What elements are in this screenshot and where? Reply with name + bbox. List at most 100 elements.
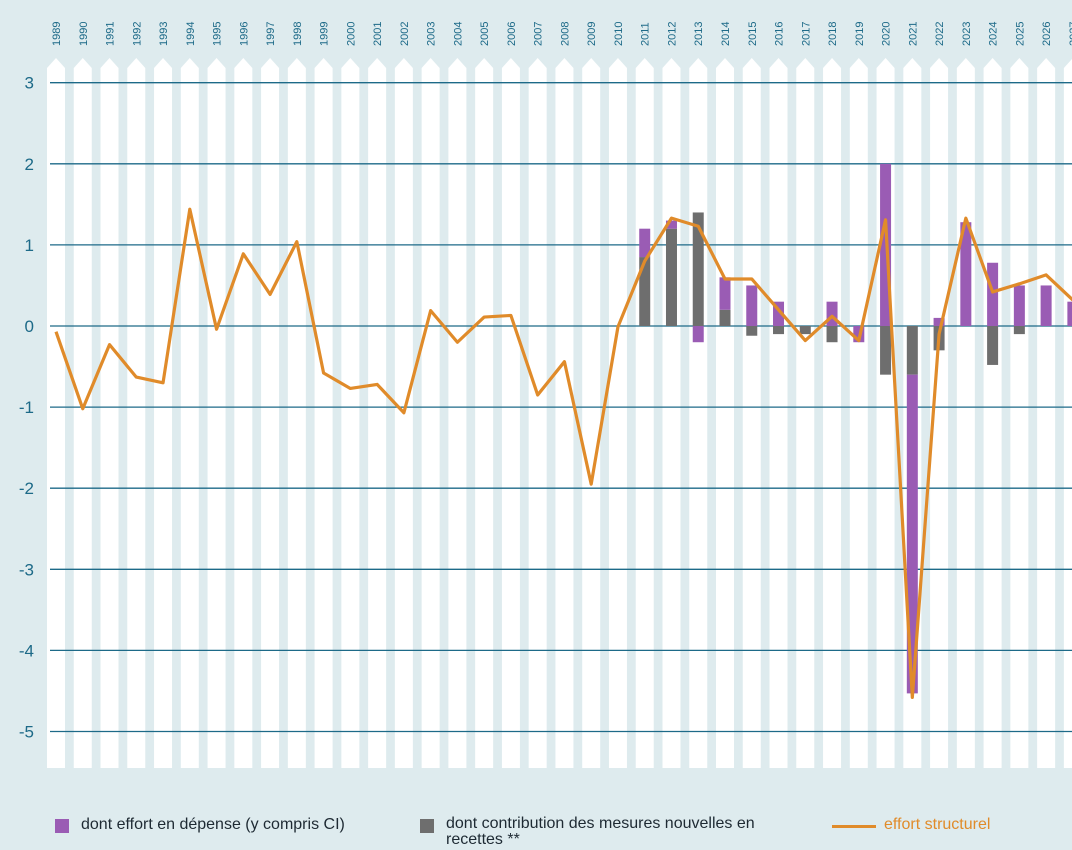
y-tick-label: 1 [25,236,34,255]
y-tick-label: 3 [25,74,34,93]
legend-swatch [55,819,69,833]
column-stripe [341,58,360,768]
x-tick-label: 1989 [51,22,63,46]
bar [746,326,758,336]
x-tick-label: 2005 [479,22,491,46]
legend-swatch [832,825,876,828]
bar [906,326,918,375]
bar [692,212,704,327]
bar [1013,285,1025,327]
x-tick-label: 2016 [774,22,786,46]
x-tick-label: 1993 [158,22,170,46]
column-stripe [314,58,333,768]
column-stripe [742,58,761,768]
column-stripe [796,58,815,768]
x-tick-label: 1996 [238,22,250,46]
bar [826,301,838,327]
column-stripe [849,58,868,768]
column-stripe [1063,58,1072,768]
x-tick-label: 2018 [827,22,839,46]
bar [719,277,731,310]
x-tick-label: 2022 [934,22,946,46]
x-tick-label: 2009 [586,22,598,46]
x-tick-label: 2000 [345,22,357,46]
column-stripe [287,58,306,768]
column-stripe [823,58,842,768]
legend-swatch [420,819,434,833]
column-stripe [154,58,173,768]
x-tick-label: 2012 [666,22,678,46]
x-tick-label: 2010 [613,22,625,46]
column-stripe [368,58,387,768]
x-tick-label: 1992 [131,22,143,46]
y-tick-label: -1 [19,398,34,417]
bar [665,220,677,229]
column-stripe [769,58,788,768]
x-tick-label: 2008 [559,22,571,46]
x-tick-label: 1991 [105,22,117,46]
y-tick-label: -5 [19,723,34,742]
x-tick-label: 2019 [854,22,866,46]
y-tick-label: -2 [19,479,34,498]
legend-item: dont contribution des mesures nouvelles … [420,816,800,848]
x-tick-label: 2027 [1068,22,1072,46]
y-tick-label: -4 [19,641,34,660]
bar [1040,285,1052,327]
bar [826,326,838,343]
column-stripe [930,58,949,768]
x-tick-label: 2002 [399,22,411,46]
x-tick-label: 2023 [961,22,973,46]
column-stripe [261,58,280,768]
column-stripe [47,58,65,768]
x-tick-label: 2025 [1014,22,1026,46]
column-stripe [1037,58,1056,768]
column-stripe [662,58,681,768]
column-stripe [956,58,975,768]
x-tick-label: 1999 [319,22,331,46]
legend-item: dont effort en dépense (y compris CI) [55,816,345,834]
y-tick-label: 0 [25,317,34,336]
x-tick-label: 2006 [506,22,518,46]
bar [719,309,731,327]
x-tick-label: 1990 [78,22,90,46]
column-stripe [716,58,734,768]
column-stripe [635,58,654,768]
x-tick-label: 1994 [185,22,197,46]
x-tick-label: 2007 [533,22,545,46]
bar [746,285,758,327]
column-stripe [1010,58,1029,768]
bar [1013,326,1025,335]
x-tick-label: 2003 [426,22,438,46]
bar [773,301,785,327]
x-tick-label: 2017 [800,22,812,46]
bar [987,326,999,365]
legend-label: dont contribution des mesures nouvelles … [446,815,755,848]
column-stripe [608,58,627,768]
legend-label: effort structurel [884,816,991,833]
x-tick-label: 1997 [265,22,277,46]
line [54,207,1072,700]
column-stripe [689,58,708,768]
column-stripe [983,58,1002,768]
bar [880,326,892,375]
y-tick-label: 2 [25,155,34,174]
bar [665,228,677,327]
x-tick-label: 1998 [292,22,304,46]
column-stripe [528,58,547,768]
x-tick-label: 2001 [372,22,384,46]
column-stripe [501,58,520,768]
column-stripe [555,58,574,768]
column-stripe [127,58,146,768]
x-tick-label: 2015 [747,22,759,46]
column-stripe [475,58,494,768]
legend-label: dont effort en dépense (y compris CI) [81,816,345,833]
bar [639,257,651,327]
x-tick-label: 2021 [907,22,919,46]
x-tick-label: 2014 [720,22,732,46]
bar [639,228,651,258]
y-tick-label: -3 [19,560,34,579]
chart: 1989 1990 1991 1992 1993 1994 1995 1996 1997 1998… [19,22,1072,768]
x-tick-label: 2004 [452,22,464,46]
column-stripe [421,58,440,768]
